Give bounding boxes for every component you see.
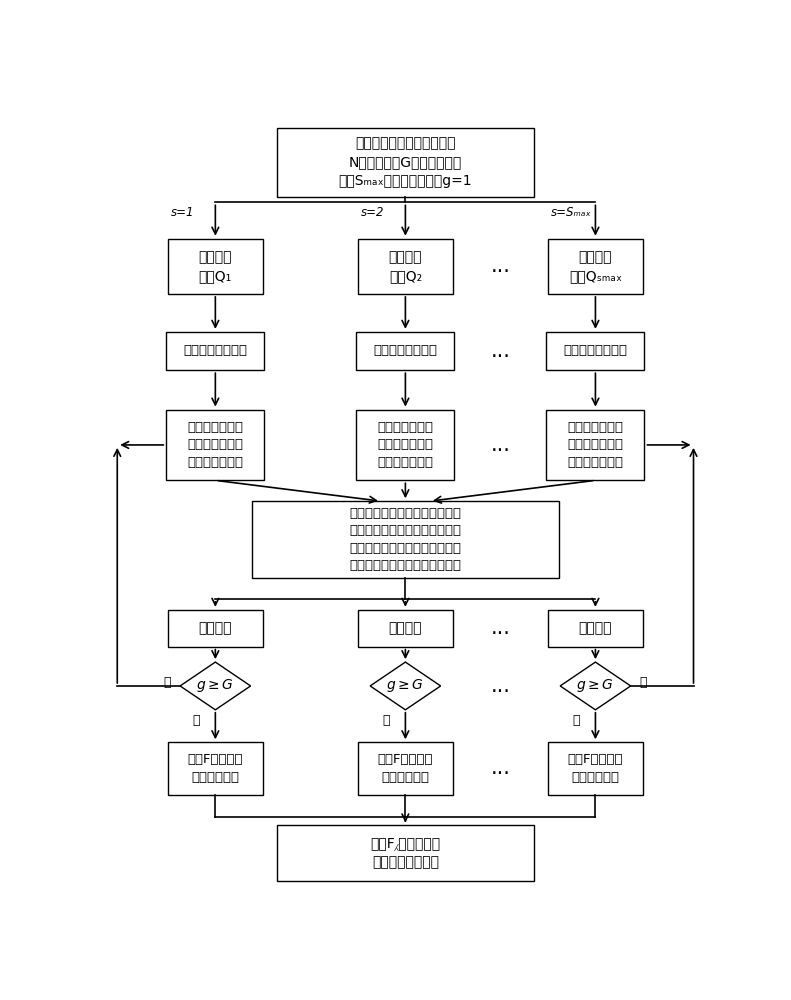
Text: 精英选择: 精英选择 bbox=[388, 621, 422, 635]
FancyBboxPatch shape bbox=[358, 742, 453, 795]
FancyBboxPatch shape bbox=[547, 410, 645, 480]
Text: 输入图像，设置种群大小为
N，最大代数G，最大阈值数
目为Sₘₐₓ，设置当前代数g=1: 输入图像，设置种群大小为 N，最大代数G，最大阈值数 目为Sₘₐₓ，设置当前代数… bbox=[339, 136, 472, 188]
Text: s=2: s=2 bbox=[361, 206, 384, 219]
Text: s=Sₘₐₓ: s=Sₘₐₓ bbox=[551, 206, 592, 219]
Text: 否: 否 bbox=[164, 676, 171, 689]
Text: ...: ... bbox=[490, 618, 510, 638]
FancyBboxPatch shape bbox=[166, 332, 264, 370]
Polygon shape bbox=[560, 662, 630, 710]
FancyBboxPatch shape bbox=[277, 825, 534, 881]
Text: $g\geq G$: $g\geq G$ bbox=[577, 677, 615, 694]
FancyBboxPatch shape bbox=[168, 239, 263, 294]
Text: 根据非支配排序
和拥挤距离选择
个体进入匹配池: 根据非支配排序 和拥挤距离选择 个体进入匹配池 bbox=[567, 421, 623, 469]
Text: 否: 否 bbox=[640, 676, 647, 689]
Text: 初始化子
种群Q₁: 初始化子 种群Q₁ bbox=[199, 250, 232, 283]
Text: 精英选择: 精英选择 bbox=[579, 621, 612, 635]
Text: ...: ... bbox=[490, 256, 510, 276]
FancyBboxPatch shape bbox=[168, 742, 263, 795]
FancyBboxPatch shape bbox=[358, 239, 453, 294]
Text: 根据F值选择分
组种群最优解: 根据F值选择分 组种群最优解 bbox=[568, 753, 623, 784]
Text: s=1: s=1 bbox=[171, 206, 195, 219]
Text: 是: 是 bbox=[192, 714, 200, 727]
Text: 是: 是 bbox=[383, 714, 390, 727]
Text: $g\geq G$: $g\geq G$ bbox=[387, 677, 424, 694]
Text: ...: ... bbox=[490, 676, 510, 696]
FancyBboxPatch shape bbox=[356, 332, 454, 370]
Text: 根据非支配排序
和拥挤距离选择
个体进入匹配池: 根据非支配排序 和拥挤距离选择 个体进入匹配池 bbox=[377, 421, 433, 469]
FancyBboxPatch shape bbox=[548, 239, 643, 294]
Text: 根据非支配排序
和拥挤距离选择
个体进入匹配池: 根据非支配排序 和拥挤距离选择 个体进入匹配池 bbox=[187, 421, 244, 469]
Text: 计算适应度函数值: 计算适应度函数值 bbox=[373, 344, 437, 358]
Text: 根据F⁁值选出最终
解和最佳阈值数目: 根据F⁁值选出最终 解和最佳阈值数目 bbox=[370, 837, 441, 870]
Text: 初始化子
种群Q₂: 初始化子 种群Q₂ bbox=[388, 250, 422, 283]
Text: 采用自调节交叉和变异概率对匹
配池中的个体进行混合交叉和变
异产生子代种群，并根据阈值数
目将其分成若干子代分组种群。: 采用自调节交叉和变异概率对匹 配池中的个体进行混合交叉和变 异产生子代种群，并根… bbox=[350, 507, 461, 572]
FancyBboxPatch shape bbox=[166, 410, 264, 480]
Polygon shape bbox=[180, 662, 251, 710]
FancyBboxPatch shape bbox=[277, 128, 534, 197]
Text: 初始化子
种群Qₛₘₐₓ: 初始化子 种群Qₛₘₐₓ bbox=[569, 250, 622, 283]
FancyBboxPatch shape bbox=[358, 610, 453, 647]
Text: ...: ... bbox=[490, 341, 510, 361]
Text: 计算适应度函数值: 计算适应度函数值 bbox=[563, 344, 627, 358]
Text: 根据F值选择分
组种群最优解: 根据F值选择分 组种群最优解 bbox=[187, 753, 243, 784]
FancyBboxPatch shape bbox=[168, 610, 263, 647]
Text: 精英选择: 精英选择 bbox=[199, 621, 232, 635]
Text: ...: ... bbox=[490, 435, 510, 455]
FancyBboxPatch shape bbox=[548, 742, 643, 795]
Text: 根据F值选择分
组种群最优解: 根据F值选择分 组种群最优解 bbox=[377, 753, 433, 784]
FancyBboxPatch shape bbox=[356, 410, 454, 480]
FancyBboxPatch shape bbox=[547, 332, 645, 370]
Text: 计算适应度函数值: 计算适应度函数值 bbox=[184, 344, 248, 358]
Text: 是: 是 bbox=[573, 714, 580, 727]
Polygon shape bbox=[370, 662, 441, 710]
Text: ...: ... bbox=[490, 758, 510, 778]
FancyBboxPatch shape bbox=[548, 610, 643, 647]
Text: $g\geq G$: $g\geq G$ bbox=[196, 677, 234, 694]
FancyBboxPatch shape bbox=[252, 501, 558, 578]
